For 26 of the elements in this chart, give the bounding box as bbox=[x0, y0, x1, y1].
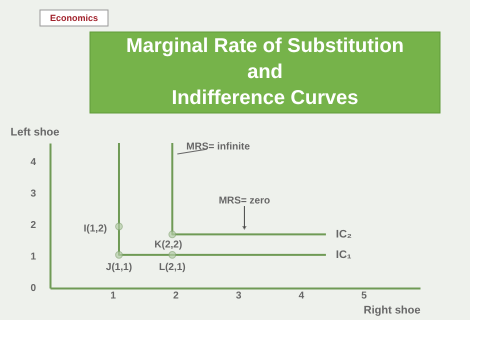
annotation: MRS= zero bbox=[218, 195, 270, 206]
annotation: MRS= infinite bbox=[186, 141, 250, 152]
point bbox=[168, 251, 176, 259]
point bbox=[168, 230, 176, 238]
annotation: J(1,1) bbox=[106, 262, 132, 273]
point bbox=[115, 251, 123, 259]
y-tick-label: 0 bbox=[30, 283, 36, 294]
annotation: K(2,2) bbox=[154, 239, 182, 250]
x-tick-label: 1 bbox=[110, 290, 116, 302]
x-axis-title: Right shoe bbox=[364, 304, 420, 316]
series-label: IC₁ bbox=[336, 248, 352, 261]
y-tick-label: 2 bbox=[30, 220, 36, 231]
chart-title: Marginal Rate of Substitution and Indifference Curves bbox=[126, 35, 404, 109]
x-tick-label: 5 bbox=[361, 290, 368, 302]
x-tick-label: 3 bbox=[236, 290, 242, 302]
series-label: IC₂ bbox=[336, 228, 352, 240]
x-tick-label: 2 bbox=[173, 290, 180, 302]
annotation: I(1,2) bbox=[84, 224, 107, 235]
y-tick-label: 4 bbox=[30, 156, 36, 168]
y-tick-label: 3 bbox=[30, 188, 36, 200]
point bbox=[115, 222, 123, 230]
text: Economics bbox=[50, 13, 98, 23]
y-tick-label: 1 bbox=[30, 251, 36, 262]
annotation: L(2,1) bbox=[158, 262, 186, 273]
x-tick-label: 4 bbox=[298, 290, 305, 302]
y-axis-title: Left shoe bbox=[10, 126, 60, 138]
